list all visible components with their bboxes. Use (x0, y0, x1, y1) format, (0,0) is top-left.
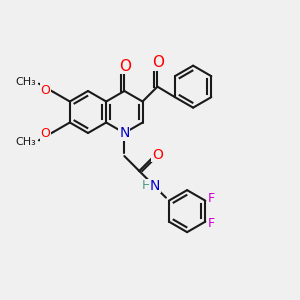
Text: O: O (152, 148, 163, 162)
Text: CH₃: CH₃ (15, 137, 36, 147)
Text: N: N (119, 126, 130, 140)
Text: O: O (152, 55, 164, 70)
Text: F: F (208, 192, 215, 205)
Text: O: O (40, 83, 50, 97)
Text: H: H (141, 179, 151, 192)
Text: N: N (150, 179, 160, 193)
Text: O: O (40, 128, 50, 140)
Text: CH₃: CH₃ (15, 76, 36, 87)
Text: O: O (119, 58, 131, 74)
Text: F: F (208, 217, 215, 230)
